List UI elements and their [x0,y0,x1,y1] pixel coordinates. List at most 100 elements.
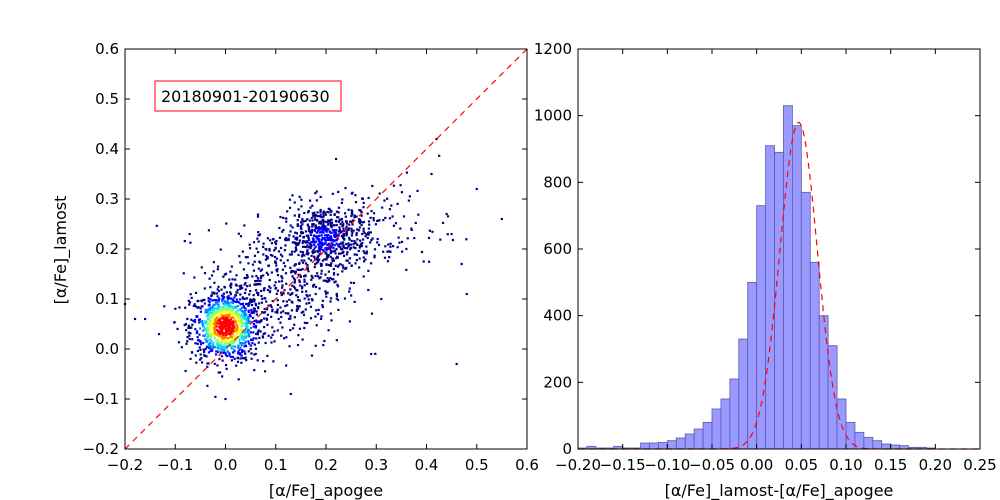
scatter-point [366,236,369,240]
scatter-point [188,303,191,306]
scatter-point [303,297,306,300]
scatter-point [343,237,346,240]
scatter-point [260,294,263,298]
scatter-point [318,253,321,256]
scatter-point [257,341,260,344]
scatter-point [314,227,317,230]
scatter-point [283,337,286,340]
scatter-point [321,237,325,240]
scatter-point [309,233,313,237]
scatter-point [314,292,317,296]
scatter-point [219,351,222,354]
scatter-point [212,310,216,314]
scatter-point [243,331,246,334]
scatter-point [336,283,339,286]
scatter-point [208,312,211,315]
scatter-point [337,206,341,209]
scatter-point [272,237,275,241]
scatter-point [288,298,291,301]
scatter-point [438,154,441,157]
scatter-point [233,345,236,348]
scatter-point [214,328,217,332]
scatter-point [319,245,322,248]
scatter-point [226,311,229,314]
scatter-point [232,339,235,342]
scatter-point [254,283,258,286]
scatter-point [231,345,234,348]
scatter-point [211,274,214,277]
scatter-point [215,319,218,322]
scatter-point [310,216,313,220]
scatter-point [241,312,244,315]
scatter-point [450,232,453,236]
scatter-point [317,254,320,257]
scatter-point [195,361,198,364]
scatter-point [235,364,238,367]
scatter-point [247,309,250,312]
scatter-point [226,350,229,353]
scatter-point [224,397,227,401]
scatter-point [296,219,299,222]
scatter-point [300,228,303,231]
histogram-bar [640,442,650,450]
scatter-point [234,338,238,341]
scatter-point [216,364,219,367]
scatter-point [347,245,350,248]
scatter-point [302,245,305,248]
scatter-point [311,212,314,215]
y-tick-label: −0.1 [83,390,119,408]
scatter-point [207,351,211,354]
scatter-point [230,347,233,350]
scatter-point [226,314,230,317]
scatter-point [308,301,311,305]
scatter-point [405,247,408,251]
scatter-point [351,232,354,235]
scatter-point [211,331,214,334]
scatter-point [372,212,376,215]
scatter-point [248,243,251,246]
scatter-point [271,254,274,257]
scatter-point [228,310,231,313]
scatter-point [220,328,223,331]
scatter-point [306,224,309,227]
scatter-point [296,223,299,226]
scatter-point [262,245,265,249]
scatter-point [400,191,404,194]
scatter-point [310,274,313,277]
scatter-point [255,332,258,336]
scatter-point [232,300,236,303]
scatter-point [209,319,212,323]
scatter-point [229,313,233,316]
scatter-point [247,335,250,338]
scatter-point [430,172,433,176]
scatter-point [231,332,234,335]
scatter-point [245,319,248,322]
scatter-point [282,292,285,295]
scatter-point [354,201,358,204]
scatter-point [327,242,331,245]
scatter-point [275,292,278,295]
scatter-point [213,316,217,319]
scatter-point [208,311,211,314]
scatter-point [195,331,198,335]
scatter-point [361,221,364,224]
y-tick-label: −0.2 [83,440,119,458]
scatter-point [299,221,303,224]
scatter-point [205,320,208,323]
scatter-point [228,319,231,322]
scatter-point [295,242,298,245]
scatter-point [235,331,239,334]
scatter-point [211,342,214,346]
scatter-point [327,207,330,210]
scatter-point [263,370,267,373]
scatter-point [300,259,303,262]
scatter-point [319,222,322,225]
scatter-point [303,278,306,281]
scatter-point [365,252,368,255]
scatter-point [367,288,370,292]
scatter-point [342,244,345,247]
scatter-point [211,299,214,302]
scatter-point [251,342,254,345]
x-tick-label: 0.1 [264,456,288,474]
scatter-ylabel: [α/Fe]_lamost [51,196,71,305]
